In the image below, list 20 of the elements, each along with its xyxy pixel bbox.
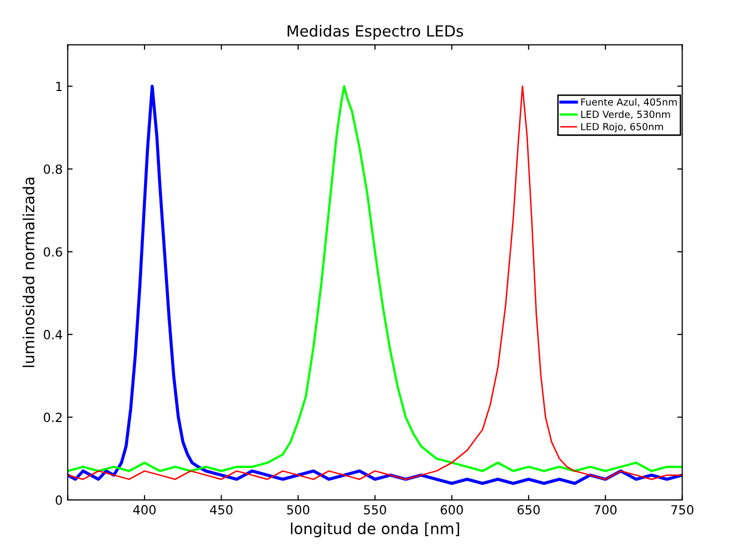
legend-label: LED Verde, 530nm xyxy=(581,110,670,119)
x-tick-label: 400 xyxy=(133,505,156,514)
legend-label: Fuente Azul, 405nm xyxy=(581,98,677,107)
x-tick-label: 750 xyxy=(671,505,694,514)
legend-label: LED Rojo, 650nm xyxy=(581,122,663,132)
x-tick-label: 650 xyxy=(518,505,540,514)
y-tick-label: 0.4 xyxy=(44,330,62,340)
y-axis-title: luminosidad normalizada xyxy=(22,178,34,368)
chart-title: Medidas Espectro LEDs xyxy=(288,24,463,40)
y-tick-label: 0 xyxy=(56,495,62,505)
y-tick-label: 0.6 xyxy=(44,247,62,257)
x-tick-label: 500 xyxy=(287,505,310,514)
x-tick-label: 600 xyxy=(440,505,463,514)
y-tick-label: 1 xyxy=(56,82,62,91)
y-tick-label: 0.8 xyxy=(44,164,62,174)
x-axis-title: longitud de onda [nm] xyxy=(291,522,460,538)
x-tick-label: 700 xyxy=(594,505,617,514)
x-tick-label: 550 xyxy=(364,505,386,514)
x-tick-label: 450 xyxy=(210,505,232,514)
y-tick-label: 0.2 xyxy=(44,412,62,422)
